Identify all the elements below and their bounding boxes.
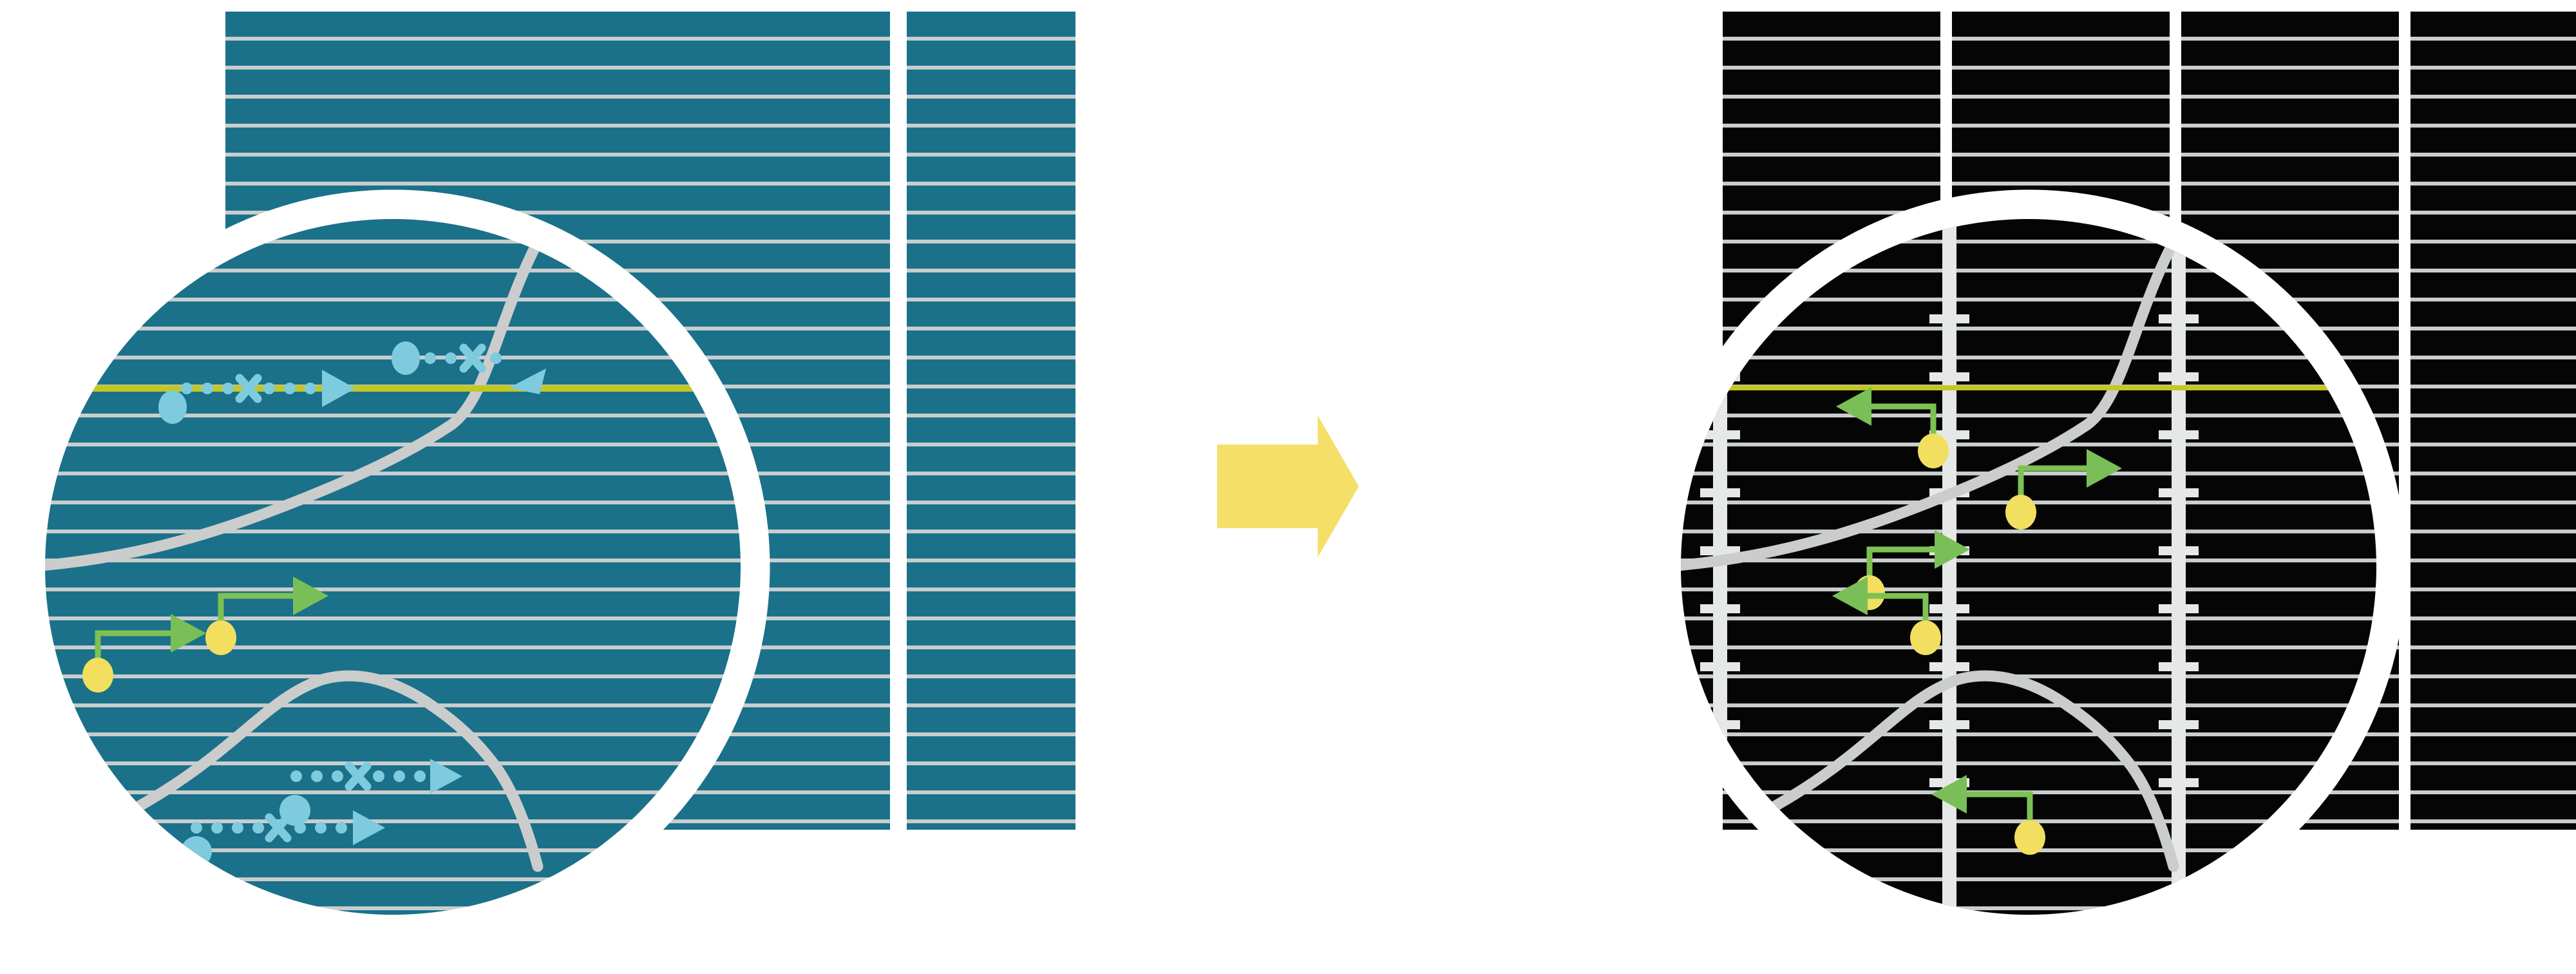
yellow-dot: [82, 658, 113, 692]
arrowhead-right-icon: [353, 810, 385, 845]
marker-dotted-trail-2: [392, 341, 546, 394]
after-green-marker-1: [1836, 387, 1949, 468]
before-target-line: [45, 385, 741, 392]
yellow-dot: [1910, 620, 1941, 655]
arrowhead-right-icon: [293, 577, 328, 615]
after-column-4: [2410, 12, 2576, 830]
arrowhead-left-icon: [509, 368, 546, 394]
yellow-dot: [2014, 820, 2045, 855]
after-panel: [1651, 12, 2576, 944]
marker-dotted-trail-3: [279, 759, 462, 826]
marker-dotted-trail-1: [158, 370, 355, 424]
arrowhead-right-icon: [1935, 530, 1970, 569]
before-lens-ring: [15, 189, 770, 944]
before-green-markers: [82, 577, 328, 692]
green-marker-2: [205, 577, 328, 655]
yellow-dot: [1918, 434, 1949, 468]
yellow-dot: [2005, 495, 2036, 530]
after-green-markers: [1681, 387, 2122, 855]
arrowhead-right-icon: [2087, 449, 2122, 488]
arrowhead-right-icon: [430, 759, 462, 794]
before-trace-upper: [45, 219, 566, 573]
x-mark-icon: [345, 761, 372, 791]
vertical-bar-2: [1942, 219, 1956, 915]
after-target-line: [1681, 385, 2376, 390]
after-green-marker-6: [1931, 775, 2045, 855]
after-trace-lower: [1691, 670, 2179, 872]
before-column-2: [907, 12, 1075, 830]
before-trace-lower: [55, 670, 544, 872]
after-green-marker-4: [1832, 577, 1941, 655]
arrowhead-left-icon: [1836, 387, 1871, 426]
arrowhead-right-icon: [171, 614, 206, 653]
before-panel: [15, 12, 1075, 944]
x-mark-icon: [459, 343, 486, 373]
after-green-marker-2: [2005, 449, 2122, 530]
arrowhead-left-icon: [1931, 775, 1967, 814]
before-lens-interior: [45, 219, 741, 915]
x-mark-icon: [265, 813, 292, 843]
vertical-bar-3: [2172, 219, 2186, 915]
after-lens-ring: [1651, 189, 2406, 944]
transition-arrow: [1217, 415, 1359, 557]
x-mark-icon: [235, 374, 262, 403]
marker-dot: [158, 390, 187, 424]
green-marker-1: [82, 614, 206, 692]
right-arrow-icon: [1217, 415, 1359, 557]
yellow-dot: [205, 620, 236, 655]
marker-dot: [392, 341, 420, 375]
after-trace-upper: [1681, 219, 2202, 573]
arrowhead-right-icon: [322, 370, 355, 407]
arrowhead-left-icon: [1832, 577, 1868, 615]
